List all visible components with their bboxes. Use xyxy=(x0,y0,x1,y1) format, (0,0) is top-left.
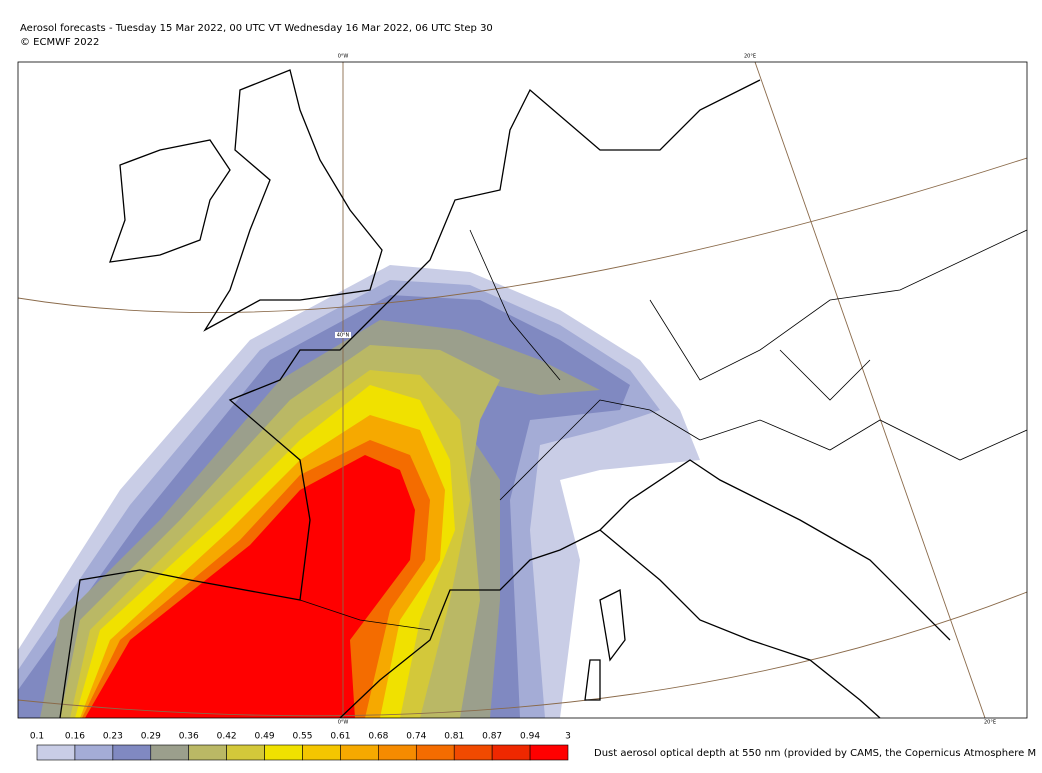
colorbar-box xyxy=(491,744,531,761)
colorbar-tick-label: 0.1 xyxy=(30,732,44,742)
parallel xyxy=(18,157,1027,313)
colorbar-box xyxy=(415,744,455,761)
graticule-label: 0°W xyxy=(338,54,349,60)
colorbar-tick-label: 0.74 xyxy=(406,732,426,742)
label-bg xyxy=(335,719,351,725)
colorbar: 0.1 0.16 0.23 0.29 0.36 0.42 0.49 0.55 0.61 0.68 0… xyxy=(30,732,571,761)
colorbar-tick-label: 0.23 xyxy=(103,732,123,742)
graticule-label: 0°W xyxy=(338,720,349,726)
colorbar-tick-label: 0.36 xyxy=(179,732,199,742)
copyright: © ECMWF 2022 xyxy=(20,37,99,48)
islands xyxy=(584,588,626,701)
title: Aerosol forecasts - Tuesday 15 Mar 2022,… xyxy=(20,23,493,34)
colorbar-box xyxy=(226,744,265,761)
colorbar-tick-label: 0.55 xyxy=(292,732,312,742)
colorbar-tick-label: 0.87 xyxy=(482,732,502,742)
colorbar-box xyxy=(340,744,379,761)
plume xyxy=(18,265,700,718)
great-britain xyxy=(203,69,383,332)
country-borders xyxy=(299,229,1027,631)
colorbar-tick-label: 0.42 xyxy=(217,732,237,742)
colorbar-tick-label: 0.16 xyxy=(65,732,85,742)
ireland xyxy=(109,139,231,263)
colorbar-box xyxy=(453,744,493,761)
colorbar-tick-label: 0.61 xyxy=(330,732,350,742)
colorbar-box xyxy=(74,744,114,761)
colorbar-box xyxy=(112,744,152,761)
colorbar-box xyxy=(36,744,76,761)
colorbar-tick-label: 0.94 xyxy=(520,732,540,742)
parallel xyxy=(18,591,1027,717)
colorbar-tick-label: 0.29 xyxy=(141,732,161,742)
aod-contour xyxy=(85,455,415,718)
colorbar-tick-label: 0.81 xyxy=(444,732,464,742)
colorbar-box xyxy=(302,744,341,761)
label-bg xyxy=(742,53,758,59)
adriatic xyxy=(599,459,951,641)
graticule-label: 20°E xyxy=(744,54,756,60)
mediterranean-coast xyxy=(339,529,881,718)
atlantic-coast xyxy=(59,79,761,718)
graticule-labels: 0°W 20°E 40°N 0°W 20°E xyxy=(335,53,998,726)
graticule-label: 40°N xyxy=(337,333,350,339)
meridian xyxy=(754,62,986,718)
colorbar-box xyxy=(529,744,569,761)
colorbar-box xyxy=(188,744,227,761)
colorbar-tick-label: 0.68 xyxy=(368,732,388,742)
caption: Dust aerosol optical depth at 550 nm (pr… xyxy=(594,748,1036,759)
label-bg xyxy=(335,53,351,59)
colorbar-tick-label: 3 xyxy=(565,732,571,742)
colorbar-box xyxy=(378,744,417,761)
colorbar-box xyxy=(150,744,190,761)
label-bg xyxy=(335,332,351,338)
colorbar-box xyxy=(264,744,303,761)
label-bg xyxy=(982,719,998,725)
graticule-label: 20°E xyxy=(984,720,996,726)
map-lines xyxy=(18,62,1027,718)
colorbar-tick-label: 0.49 xyxy=(255,732,275,742)
map-frame xyxy=(17,61,1028,719)
